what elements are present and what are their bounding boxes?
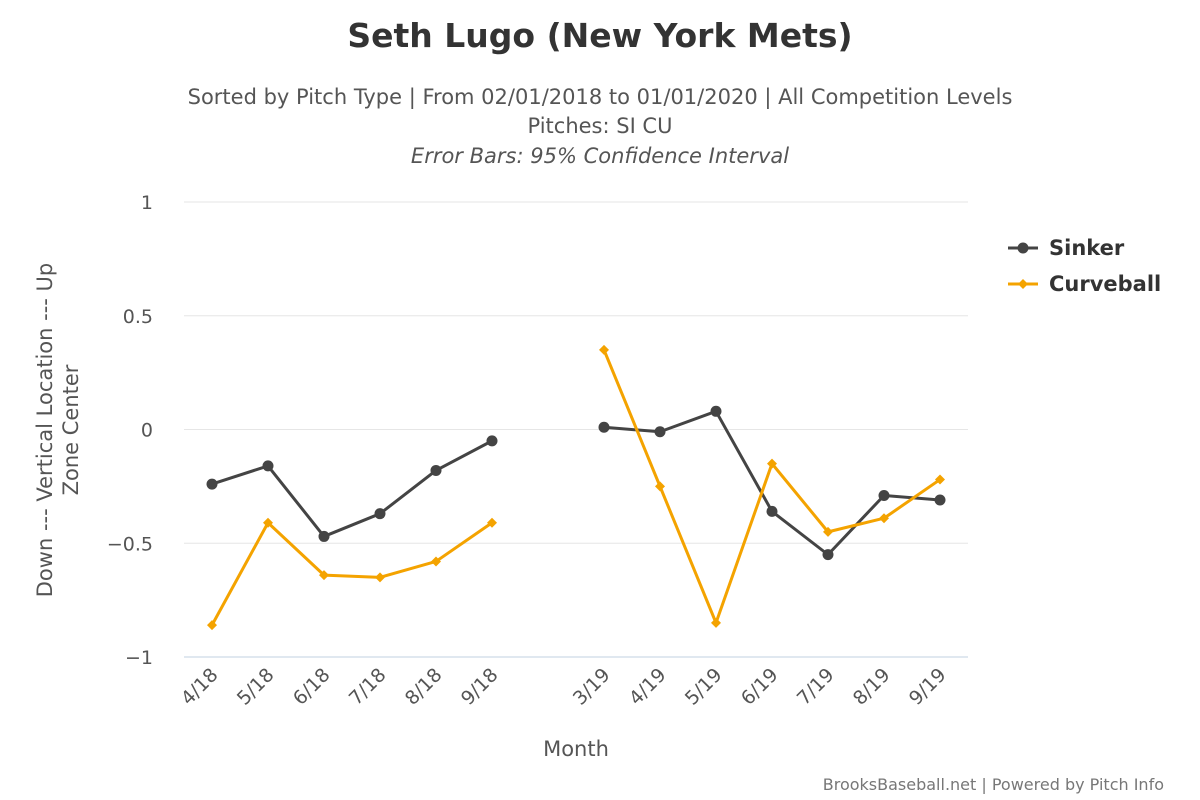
data-point-sinker[interactable] [598, 421, 610, 433]
chart-subtitle-pitches: Pitches: SI CU [528, 114, 673, 138]
y-axis-ticks: 1 0.5 0 −0.5 −1 [107, 192, 153, 669]
data-point-curveball[interactable] [487, 517, 497, 528]
series-group [206, 344, 946, 631]
x-tick-label: 4/19 [625, 664, 671, 710]
x-tick-label: 8/19 [849, 664, 895, 710]
legend-item-curveball[interactable]: Curveball [1008, 272, 1161, 296]
data-point-curveball[interactable] [879, 513, 889, 524]
series-line-sinker [210, 439, 494, 538]
data-point-curveball[interactable] [823, 526, 833, 537]
x-tick-label: 9/19 [905, 664, 951, 710]
data-point-sinker[interactable] [206, 478, 218, 490]
data-point-curveball[interactable] [767, 458, 777, 469]
data-point-sinker[interactable] [710, 405, 722, 417]
legend-label-curveball: Curveball [1049, 272, 1161, 296]
x-tick-label: 8/18 [401, 664, 447, 710]
chart-title: Seth Lugo (New York Mets) [347, 16, 852, 55]
data-point-sinker[interactable] [822, 549, 834, 561]
x-tick-label: 5/18 [233, 664, 279, 710]
data-point-sinker[interactable] [934, 494, 946, 506]
gridlines [184, 201, 968, 658]
x-axis-label: Month [543, 737, 609, 761]
data-point-curveball[interactable] [711, 617, 721, 628]
x-tick-label: 6/18 [289, 664, 335, 710]
data-point-curveball[interactable] [207, 620, 217, 631]
x-tick-label: 7/19 [793, 664, 839, 710]
data-point-sinker[interactable] [262, 460, 274, 472]
chart-subtitle-error-bars: Error Bars: 95% Confidence Interval [411, 144, 789, 168]
y-tick-label: 0.5 [123, 306, 153, 328]
x-tick-label: 3/19 [569, 664, 615, 710]
y-axis-title: Down --- Vertical Location --- Up Zone C… [33, 263, 83, 597]
credits[interactable]: BrooksBaseball.net | Powered by Pitch In… [823, 775, 1164, 794]
data-point-sinker[interactable] [430, 464, 442, 476]
chart-subtitle: Sorted by Pitch Type | From 02/01/2018 t… [188, 85, 1013, 110]
data-point-sinker[interactable] [318, 530, 330, 542]
series-sinker [206, 405, 946, 561]
data-point-sinker[interactable] [878, 489, 890, 501]
series-line-curveball [602, 348, 942, 625]
y-axis-label-line1: Down --- Vertical Location --- Up [33, 263, 57, 597]
data-point-curveball[interactable] [319, 570, 329, 581]
legend-marker-sinker [1017, 242, 1029, 254]
data-point-sinker[interactable] [486, 435, 498, 447]
data-point-curveball[interactable] [263, 517, 273, 528]
data-point-curveball[interactable] [935, 474, 945, 485]
legend-item-sinker[interactable]: Sinker [1008, 236, 1125, 260]
x-tick-label: 6/19 [737, 664, 783, 710]
legend-marker-curveball [1018, 279, 1028, 289]
x-tick-label: 5/19 [681, 664, 727, 710]
data-point-curveball[interactable] [655, 481, 665, 492]
data-point-sinker[interactable] [374, 508, 386, 520]
y-tick-label: 1 [141, 192, 153, 214]
x-tick-label: 7/18 [345, 664, 391, 710]
x-tick-label: 9/18 [457, 664, 503, 710]
data-point-sinker[interactable] [766, 505, 778, 517]
y-tick-label: −0.5 [107, 533, 153, 555]
x-tick-label: 4/18 [177, 664, 223, 710]
data-point-curveball[interactable] [375, 572, 385, 583]
y-tick-label: 0 [141, 420, 153, 442]
legend[interactable]: Sinker Curveball [1008, 236, 1161, 296]
legend-label-sinker: Sinker [1049, 236, 1125, 260]
data-point-curveball[interactable] [599, 344, 609, 355]
data-point-curveball[interactable] [431, 556, 441, 567]
data-point-sinker[interactable] [654, 426, 666, 438]
series-curveball [207, 344, 945, 631]
x-axis-ticks: 4/18 5/18 6/18 7/18 8/18 9/18 3/19 4/19 5/19 6/19… [177, 664, 951, 710]
series-line-sinker [602, 409, 942, 557]
y-tick-label: −1 [125, 647, 153, 669]
series-line-curveball [210, 521, 494, 627]
y-axis-label-line2: Zone Center [59, 364, 83, 495]
